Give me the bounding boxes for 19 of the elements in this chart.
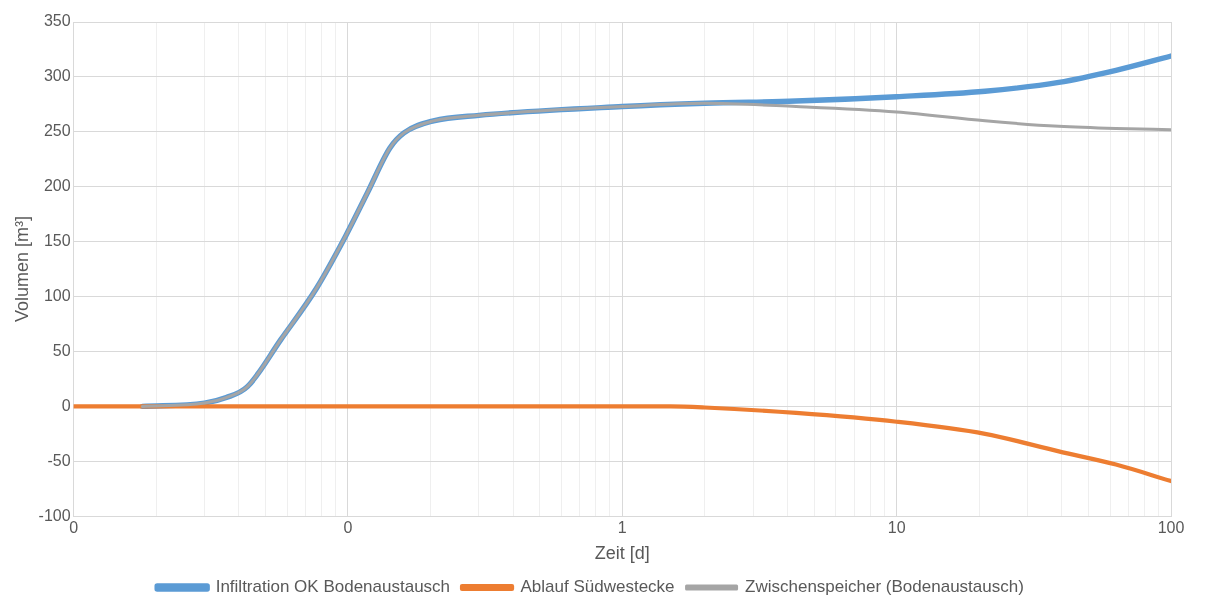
x-tick-label: 100 bbox=[1157, 519, 1185, 537]
y-axis-title: Volumen [m³] bbox=[11, 216, 32, 323]
y-tick-label: -50 bbox=[47, 451, 71, 469]
x-axis-title: Zeit [d] bbox=[594, 543, 650, 564]
y-tick-label: 0 bbox=[61, 396, 71, 414]
y-tick-label: 200 bbox=[43, 177, 71, 195]
legend-label: Infiltration OK Bodenaustausch bbox=[215, 577, 451, 597]
y-tick-label: 250 bbox=[43, 122, 71, 140]
x-tick-label: 1 bbox=[617, 519, 627, 537]
y-tick-label: 100 bbox=[43, 286, 71, 304]
y-tick-label: -100 bbox=[38, 506, 71, 524]
x-tick-label: 0 bbox=[343, 519, 353, 537]
x-tick-label: 10 bbox=[887, 519, 906, 537]
legend-label: Zwischenspeicher (Bodenaustausch) bbox=[745, 577, 1024, 597]
y-tick-label: 50 bbox=[52, 341, 71, 359]
y-tick-label: 300 bbox=[43, 67, 71, 85]
y-tick-label: 150 bbox=[43, 232, 71, 250]
y-tick-label: 350 bbox=[43, 12, 71, 30]
legend-label: Ablauf Südwestecke bbox=[520, 577, 675, 597]
